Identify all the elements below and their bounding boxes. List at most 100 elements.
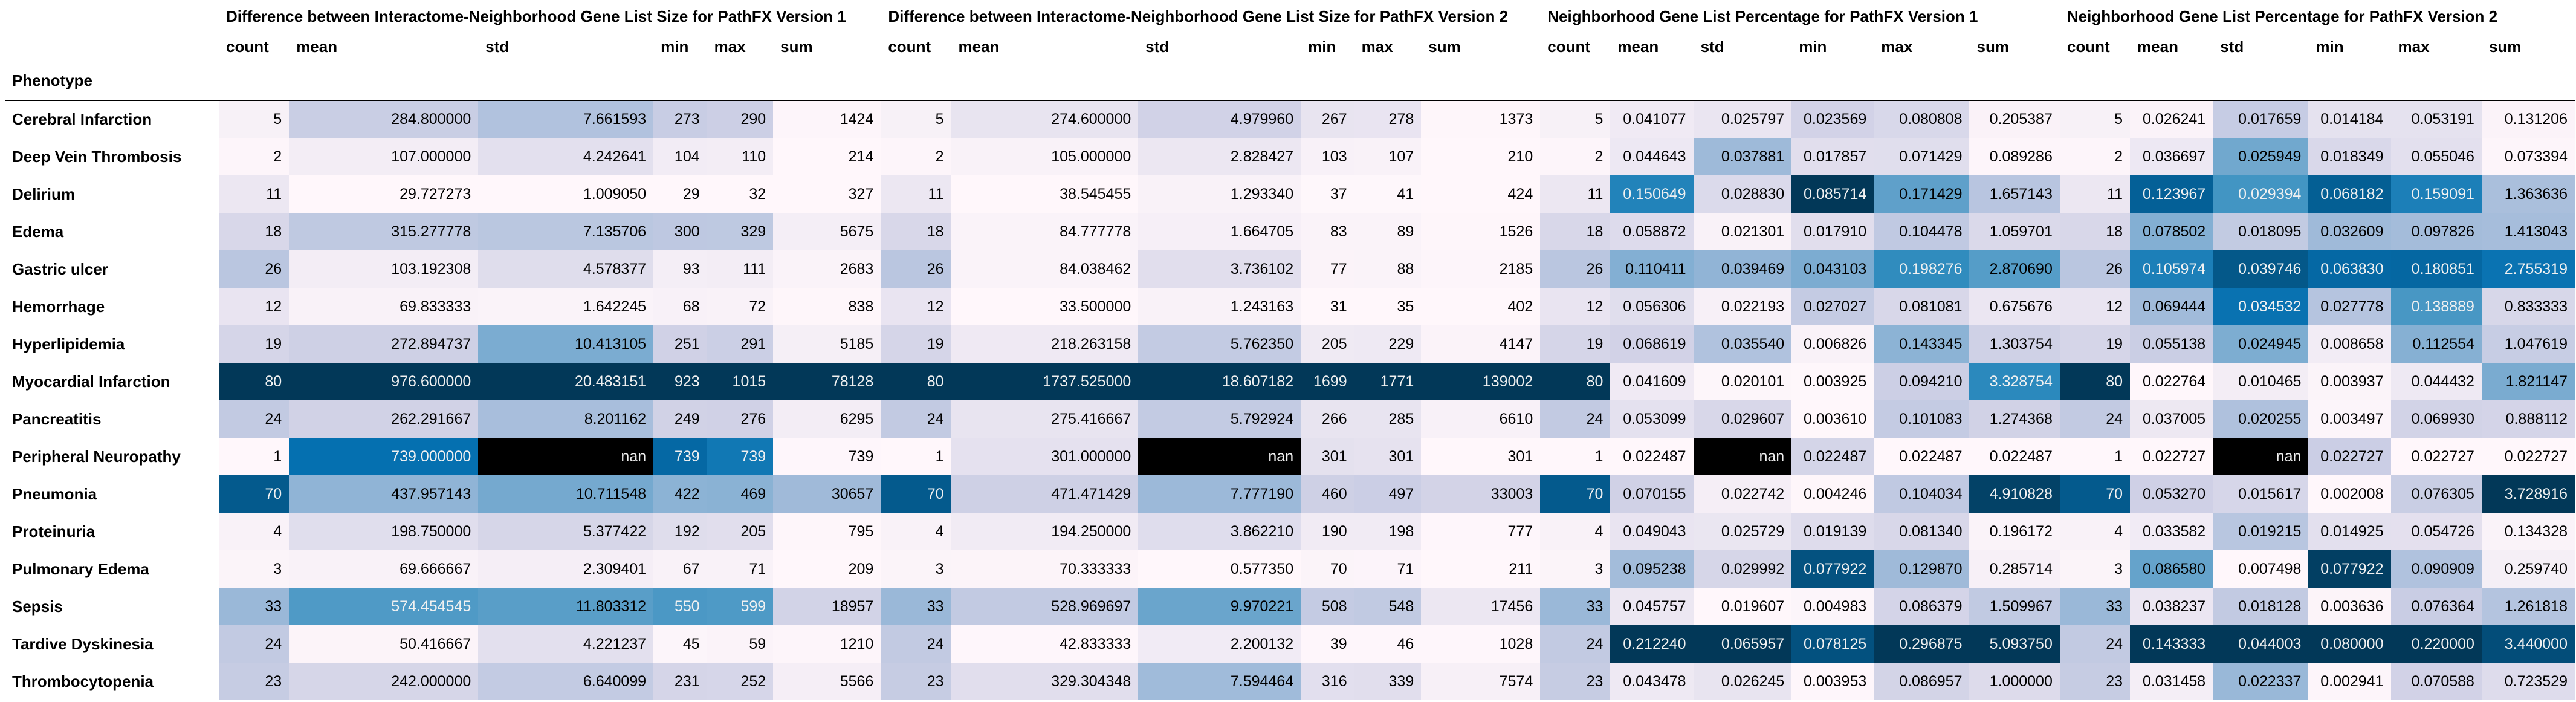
cell-count: 5 (1540, 100, 1611, 138)
cell-max: 497 (1354, 475, 1422, 513)
cell-sum: 5566 (773, 663, 881, 700)
cell-std: 0.037881 (1693, 138, 1792, 175)
cell-std: 4.221237 (478, 625, 654, 663)
cell-sum: 777 (1421, 513, 1541, 550)
cell-min: 104 (653, 138, 707, 175)
cell-std: 0.025729 (1693, 513, 1792, 550)
cell-max: 329 (707, 213, 774, 250)
cell-sum: 5185 (773, 325, 881, 363)
cell-count: 19 (881, 325, 951, 363)
phenotype-label: Tardive Dyskinesia (12, 634, 154, 653)
cell-count: 2 (2059, 138, 2131, 175)
table-row: Pancreatitis 24 262.291667 8.201162 249 276 62… (5, 400, 2575, 438)
cell-count: 4 (881, 513, 951, 550)
stat-header-count: count (1547, 37, 1590, 56)
cell-count: 26 (2059, 250, 2131, 288)
cell-std: 6.640099 (478, 663, 654, 700)
stat-header-min: min (1308, 37, 1336, 56)
cell-min: 67 (653, 550, 707, 588)
table-body: Cerebral Infarction 5 284.800000 7.661593 27… (5, 100, 2575, 700)
cell-min: 45 (653, 625, 707, 663)
cell-sum: 2.870690 (1969, 250, 2060, 288)
cell-min: 190 (1301, 513, 1354, 550)
phenotype-label: Myocardial Infarction (12, 372, 170, 391)
cell-count: 19 (219, 325, 290, 363)
cell-min: 0.068182 (2308, 175, 2391, 213)
cell-min: 739 (653, 438, 707, 475)
cell-max: 0.104034 (1874, 475, 1970, 513)
cell-min: 0.080000 (2308, 625, 2391, 663)
table-row: Hemorrhage 12 69.833333 1.642245 68 72 838 12 33… (5, 288, 2575, 325)
cell-count: 26 (219, 250, 290, 288)
cell-mean: 329.304348 (951, 663, 1139, 700)
cell-sum: 0.022727 (2481, 438, 2575, 475)
group-header-row: Difference between Interactome-Neighborh… (5, 0, 2575, 33)
cell-std: nan (478, 438, 654, 475)
cell-mean: 0.031458 (2130, 663, 2213, 700)
cell-max: 0.054726 (2390, 513, 2482, 550)
cell-sum: 0.022487 (1969, 438, 2060, 475)
stat-header-max: max (2398, 37, 2430, 56)
cell-max: 1015 (707, 363, 774, 400)
cell-max: 0.055046 (2390, 138, 2482, 175)
cell-max: 0.138889 (2390, 288, 2482, 325)
cell-sum: 7574 (1421, 663, 1541, 700)
cell-mean: 0.036697 (2130, 138, 2213, 175)
table-row: Thrombocytopenia 23 242.000000 6.640099 231 2… (5, 663, 2575, 700)
cell-mean: 315.277778 (289, 213, 479, 250)
cell-min: 0.022487 (1791, 438, 1874, 475)
cell-max: 739 (707, 438, 774, 475)
cell-sum: 1.261818 (2481, 588, 2575, 625)
cell-mean: 242.000000 (289, 663, 479, 700)
cell-max: 0.044432 (2390, 363, 2482, 400)
stat-header-std: std (485, 37, 510, 56)
cell-std: 8.201162 (478, 400, 654, 438)
cell-mean: 0.022764 (2130, 363, 2213, 400)
cell-max: 0.070588 (2390, 663, 2482, 700)
cell-std: 0.029394 (2213, 175, 2309, 213)
cell-count: 70 (881, 475, 951, 513)
cell-sum: 18957 (773, 588, 881, 625)
cell-sum: 1.047619 (2481, 325, 2575, 363)
cell-min: 0.014184 (2308, 100, 2391, 138)
cell-std: 1.009050 (478, 175, 654, 213)
cell-max: 0.053191 (2390, 100, 2482, 138)
cell-mean: 0.068619 (1610, 325, 1694, 363)
cell-max: 278 (1354, 100, 1422, 138)
cell-std: 0.022337 (2213, 663, 2309, 700)
cell-std: 5.762350 (1138, 325, 1301, 363)
cell-count: 19 (2059, 325, 2131, 363)
cell-min: 0.003610 (1791, 400, 1874, 438)
table-row: Hyperlipidemia 19 272.894737 10.413105 251 29… (5, 325, 2575, 363)
cell-mean: 0.143333 (2130, 625, 2213, 663)
cell-min: 0.002008 (2308, 475, 2391, 513)
cell-min: 103 (1301, 138, 1354, 175)
cell-sum: 0.089286 (1969, 138, 2060, 175)
cell-mean: 0.150649 (1610, 175, 1694, 213)
cell-min: 550 (653, 588, 707, 625)
cell-mean: 0.045757 (1610, 588, 1694, 625)
cell-sum: 301 (1421, 438, 1541, 475)
stat-header-max: max (1881, 37, 1913, 56)
cell-std: 0.025797 (1693, 100, 1792, 138)
cell-mean: 0.026241 (2130, 100, 2213, 138)
cell-min: 0.003953 (1791, 663, 1874, 700)
cell-min: 0.063830 (2308, 250, 2391, 288)
cell-count: 24 (219, 625, 290, 663)
cell-count: 24 (219, 400, 290, 438)
cell-min: 460 (1301, 475, 1354, 513)
cell-count: 3 (1540, 550, 1611, 588)
cell-std: 0.018095 (2213, 213, 2309, 250)
cell-count: 23 (1540, 663, 1611, 700)
cell-mean: 33.500000 (951, 288, 1139, 325)
cell-max: 111 (707, 250, 774, 288)
cell-sum: 78128 (773, 363, 881, 400)
cell-std: 0.019215 (2213, 513, 2309, 550)
cell-std: 1.293340 (1138, 175, 1301, 213)
cell-max: 0.180851 (2390, 250, 2482, 288)
cell-sum: 214 (773, 138, 881, 175)
table-row: Deep Vein Thrombosis 2 107.000000 4.242641 1… (5, 138, 2575, 175)
cell-max: 0.143345 (1874, 325, 1970, 363)
cell-min: 0.003636 (2308, 588, 2391, 625)
table-header: Difference between Interactome-Neighborh… (5, 0, 2575, 101)
